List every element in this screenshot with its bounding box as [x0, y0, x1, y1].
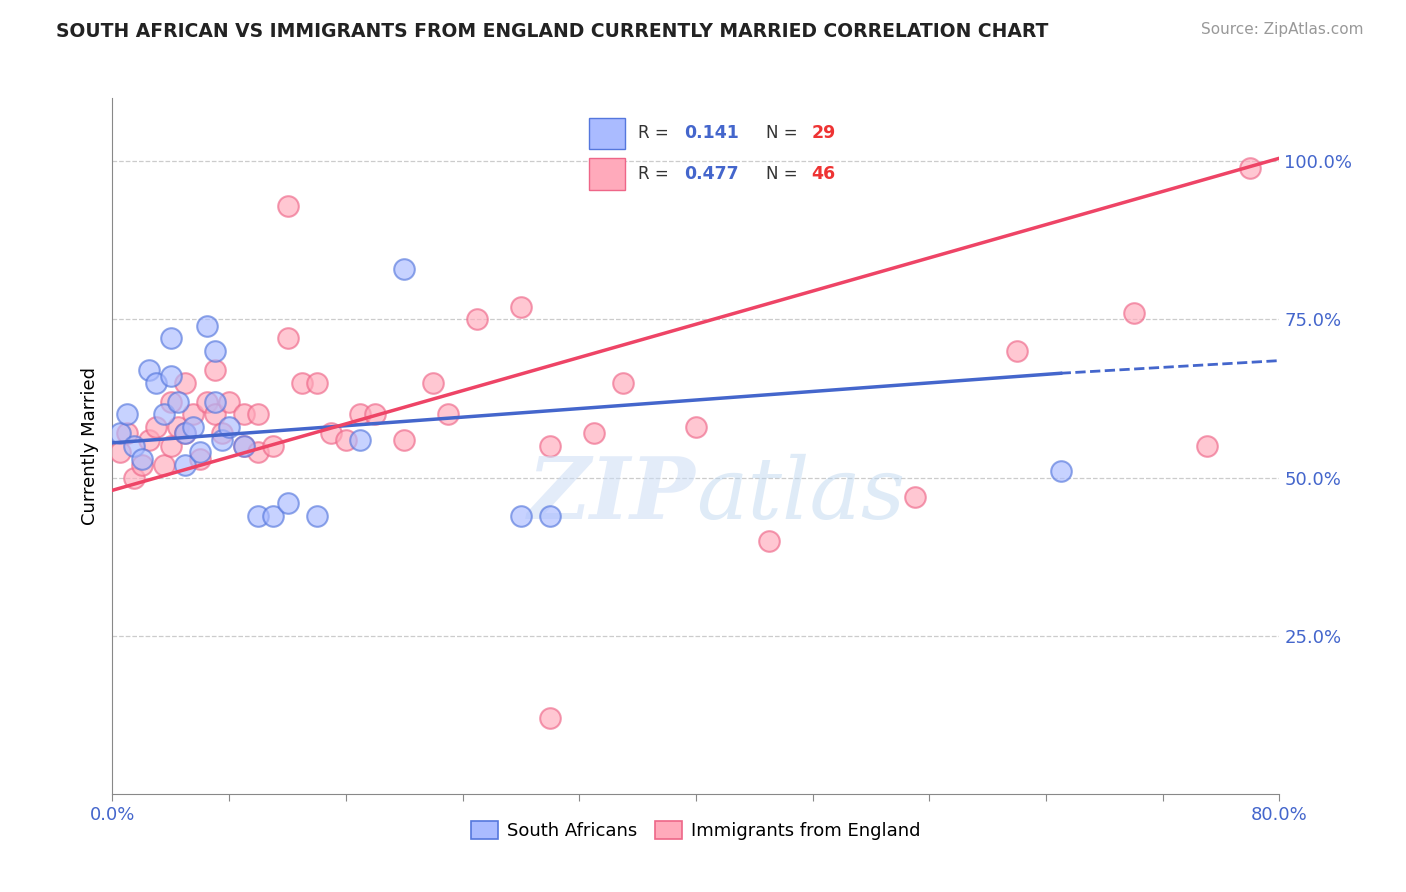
Point — [138, 363, 160, 377]
Point — [160, 331, 183, 345]
Point — [509, 508, 531, 523]
Point — [758, 533, 780, 548]
Point — [305, 508, 328, 523]
Point — [276, 496, 298, 510]
Point — [1005, 344, 1028, 359]
Point — [218, 394, 240, 409]
Legend: South Africans, Immigrants from England: South Africans, Immigrants from England — [464, 814, 928, 847]
Point — [188, 445, 211, 459]
Point — [349, 408, 371, 422]
Text: Source: ZipAtlas.com: Source: ZipAtlas.com — [1201, 22, 1364, 37]
Point — [174, 426, 197, 441]
Point — [394, 433, 416, 447]
Text: SOUTH AFRICAN VS IMMIGRANTS FROM ENGLAND CURRENTLY MARRIED CORRELATION CHART: SOUTH AFRICAN VS IMMIGRANTS FROM ENGLAND… — [56, 22, 1049, 41]
Point — [232, 408, 254, 422]
Point — [247, 408, 270, 422]
Point — [167, 420, 190, 434]
Point — [437, 408, 460, 422]
Point — [167, 394, 190, 409]
Point — [394, 261, 416, 276]
Point — [218, 420, 240, 434]
Point — [145, 376, 167, 390]
Point — [364, 408, 387, 422]
Point — [195, 318, 218, 333]
Point — [124, 439, 146, 453]
Point — [204, 394, 226, 409]
Point — [145, 420, 167, 434]
Point — [204, 408, 226, 422]
Point — [582, 426, 605, 441]
Point — [232, 439, 254, 453]
Point — [1239, 161, 1261, 175]
Point — [538, 711, 561, 725]
Point — [276, 331, 298, 345]
Point — [131, 451, 153, 466]
Point — [181, 420, 204, 434]
Point — [1122, 306, 1144, 320]
Point — [204, 344, 226, 359]
Point — [685, 420, 707, 434]
Point — [174, 426, 197, 441]
Point — [152, 458, 174, 472]
Point — [538, 439, 561, 453]
Point — [174, 458, 197, 472]
Point — [612, 376, 634, 390]
Point — [115, 426, 138, 441]
Point — [174, 376, 197, 390]
Point — [1049, 464, 1071, 478]
Point — [160, 394, 183, 409]
Point — [232, 439, 254, 453]
Point — [335, 433, 357, 447]
Point — [904, 490, 927, 504]
Point — [291, 376, 314, 390]
Point — [138, 433, 160, 447]
Point — [509, 300, 531, 314]
Text: ZIP: ZIP — [529, 453, 696, 536]
Point — [1195, 439, 1218, 453]
Point — [211, 433, 233, 447]
Point — [160, 369, 183, 384]
Point — [465, 312, 488, 326]
Point — [181, 408, 204, 422]
Point — [262, 439, 284, 453]
Point — [115, 408, 138, 422]
Point — [131, 458, 153, 472]
Point — [247, 445, 270, 459]
Point — [108, 445, 131, 459]
Point — [321, 426, 343, 441]
Point — [124, 470, 146, 484]
Point — [152, 408, 174, 422]
Point — [276, 199, 298, 213]
Point — [538, 508, 561, 523]
Point — [204, 363, 226, 377]
Text: atlas: atlas — [696, 453, 905, 536]
Point — [305, 376, 328, 390]
Point — [188, 451, 211, 466]
Point — [195, 394, 218, 409]
Point — [160, 439, 183, 453]
Point — [349, 433, 371, 447]
Point — [247, 508, 270, 523]
Point — [108, 426, 131, 441]
Point — [211, 426, 233, 441]
Point — [262, 508, 284, 523]
Y-axis label: Currently Married: Currently Married — [80, 367, 98, 525]
Point — [422, 376, 444, 390]
